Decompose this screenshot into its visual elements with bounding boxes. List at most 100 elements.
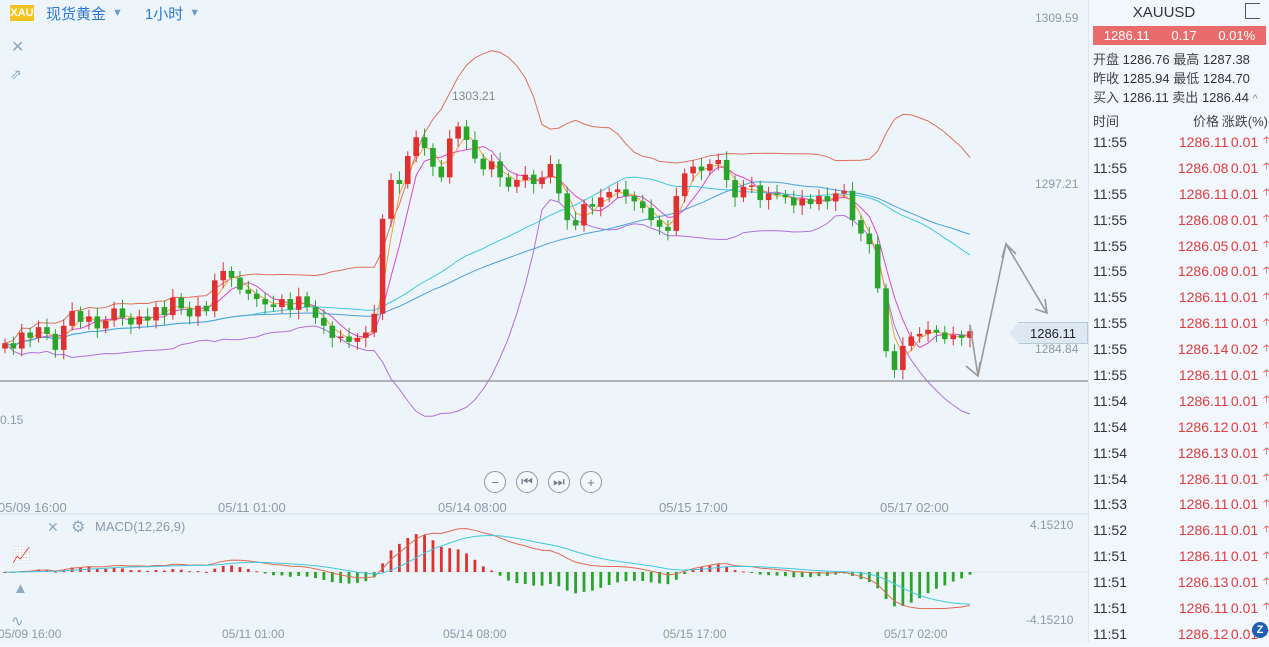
tick-row: 11:51 1286.13 0.01 🡡 bbox=[1089, 569, 1269, 595]
tick-price: 1286.11 bbox=[1178, 133, 1229, 150]
tick-price: 1286.08 bbox=[1177, 159, 1229, 176]
macd-bar bbox=[112, 567, 116, 572]
candle-body bbox=[35, 327, 42, 338]
candle bbox=[102, 315, 109, 334]
tick-time: 11:54 bbox=[1093, 444, 1127, 461]
macd-bar bbox=[574, 572, 578, 594]
macd-bar bbox=[364, 572, 368, 582]
panel-price: 1286.11 bbox=[1103, 28, 1150, 43]
toolbar: XAU 现货黄金 ▼ 1小时 ▼ bbox=[0, 0, 300, 26]
candle bbox=[581, 199, 587, 232]
candle bbox=[497, 152, 503, 187]
price-axis-label-low: 1284.84 bbox=[1035, 342, 1079, 356]
macd-x-label: 05/17 02:00 bbox=[884, 627, 948, 641]
candle bbox=[765, 186, 772, 210]
tick-change: 0.01 bbox=[1230, 159, 1259, 176]
macd-bar bbox=[272, 572, 275, 576]
prev-value: 1285.94 bbox=[1122, 71, 1170, 86]
tick-row: 11:55 1286.11 0.01 🡡 bbox=[1089, 362, 1269, 388]
candle-body bbox=[329, 325, 336, 338]
candle-body bbox=[488, 161, 495, 170]
macd-bar bbox=[255, 571, 259, 573]
macd-bar bbox=[196, 571, 200, 573]
candle bbox=[161, 300, 168, 325]
macd-bar bbox=[288, 572, 292, 577]
candle-body bbox=[832, 193, 839, 202]
tick-change: 0.02 bbox=[1230, 341, 1259, 358]
candle-body bbox=[740, 186, 747, 198]
scroll-end-button[interactable]: ⏭ bbox=[548, 471, 570, 493]
wave-icon[interactable]: ∿ bbox=[11, 613, 24, 630]
candle bbox=[866, 226, 873, 254]
exit-icon[interactable] bbox=[1245, 3, 1260, 19]
macd-x-label: 05/15 17:00 bbox=[663, 627, 727, 641]
gear-icon[interactable]: ⚙ bbox=[71, 519, 86, 536]
candle bbox=[337, 329, 344, 343]
candle bbox=[933, 325, 940, 342]
candle-body bbox=[925, 329, 931, 334]
collapse-icon[interactable]: ⇗ bbox=[10, 66, 22, 82]
candle-body bbox=[824, 196, 831, 202]
macd-bar bbox=[498, 572, 502, 576]
close-macd-icon[interactable]: ✕ bbox=[47, 519, 59, 535]
macd-bar bbox=[95, 568, 99, 572]
macd-bar bbox=[414, 534, 418, 572]
candle-body bbox=[816, 196, 822, 205]
macd-bar bbox=[389, 550, 393, 572]
period-select[interactable]: 1小时 ▼ bbox=[145, 3, 200, 24]
zoom-in-button[interactable]: + bbox=[580, 471, 602, 493]
macd-bar bbox=[918, 572, 922, 599]
arrow-up-icon: 🡡 bbox=[1262, 187, 1269, 199]
zoom-out-button[interactable]: − bbox=[484, 471, 506, 493]
scroll-start-button[interactable]: ⏮ bbox=[516, 471, 538, 493]
arrow-up-icon: 🡡 bbox=[1262, 549, 1269, 561]
price-chart[interactable] bbox=[0, 0, 1088, 642]
indicator-icon[interactable]: 📈 bbox=[12, 547, 31, 564]
arrow-up-icon: 🡡 bbox=[1262, 135, 1269, 147]
tick-change: 0.01 bbox=[1230, 418, 1259, 435]
candle bbox=[363, 325, 369, 348]
tick-time: 11:51 bbox=[1093, 548, 1127, 565]
candle-body bbox=[60, 325, 67, 350]
candle-body bbox=[153, 307, 159, 321]
macd-bar bbox=[783, 572, 787, 577]
macd-bar bbox=[129, 569, 133, 572]
candle bbox=[597, 188, 604, 217]
macd-x-label: 05/09 16:00 bbox=[0, 627, 62, 641]
price-axis-label-top: 1309.59 bbox=[1035, 11, 1079, 25]
candle-body bbox=[908, 336, 915, 346]
candle bbox=[446, 129, 453, 184]
candle-body bbox=[195, 305, 201, 317]
tick-change: 0.01 bbox=[1230, 392, 1259, 409]
candle-body bbox=[581, 204, 587, 226]
macd-bar bbox=[716, 564, 720, 572]
tick-time: 11:55 bbox=[1093, 366, 1127, 383]
candle-body bbox=[77, 311, 84, 322]
candle-body bbox=[614, 189, 621, 193]
macd-bar bbox=[742, 571, 745, 573]
macd-bar bbox=[431, 540, 435, 572]
candle bbox=[900, 337, 906, 380]
macd-bar bbox=[507, 572, 510, 581]
candle-body bbox=[841, 190, 847, 194]
price-bar: 1286.11 0.17 0.01% bbox=[1093, 26, 1266, 45]
brand-logo: Z bbox=[1252, 622, 1268, 638]
tick-change: 0.01 bbox=[1230, 548, 1259, 565]
arrow-up-icon: 🡡 bbox=[1262, 601, 1269, 613]
candle-body bbox=[404, 155, 411, 185]
close-icon[interactable]: ✕ bbox=[11, 39, 25, 56]
candle bbox=[237, 270, 243, 295]
chart-area[interactable]: XAU 现货黄金 ▼ 1小时 ▼ ✕ ⇗ 1309.59 1297.21 1284.… bbox=[0, 0, 1088, 642]
symbol-select[interactable]: 现货黄金 ▼ bbox=[46, 3, 123, 24]
candle bbox=[623, 180, 629, 204]
tick-change: 0.01 bbox=[1230, 133, 1259, 150]
projection-path bbox=[969, 241, 1048, 377]
draw-tool-icon[interactable]: ▲ bbox=[13, 580, 28, 597]
candle-body bbox=[597, 197, 604, 207]
chevron-up-icon[interactable]: ^ bbox=[1252, 93, 1258, 105]
candle-body bbox=[455, 126, 461, 139]
tick-change: 0.01 bbox=[1230, 444, 1259, 461]
current-price-tag: 1286.11 bbox=[1009, 322, 1088, 344]
macd-bar bbox=[859, 572, 863, 580]
candle-body bbox=[253, 293, 260, 300]
